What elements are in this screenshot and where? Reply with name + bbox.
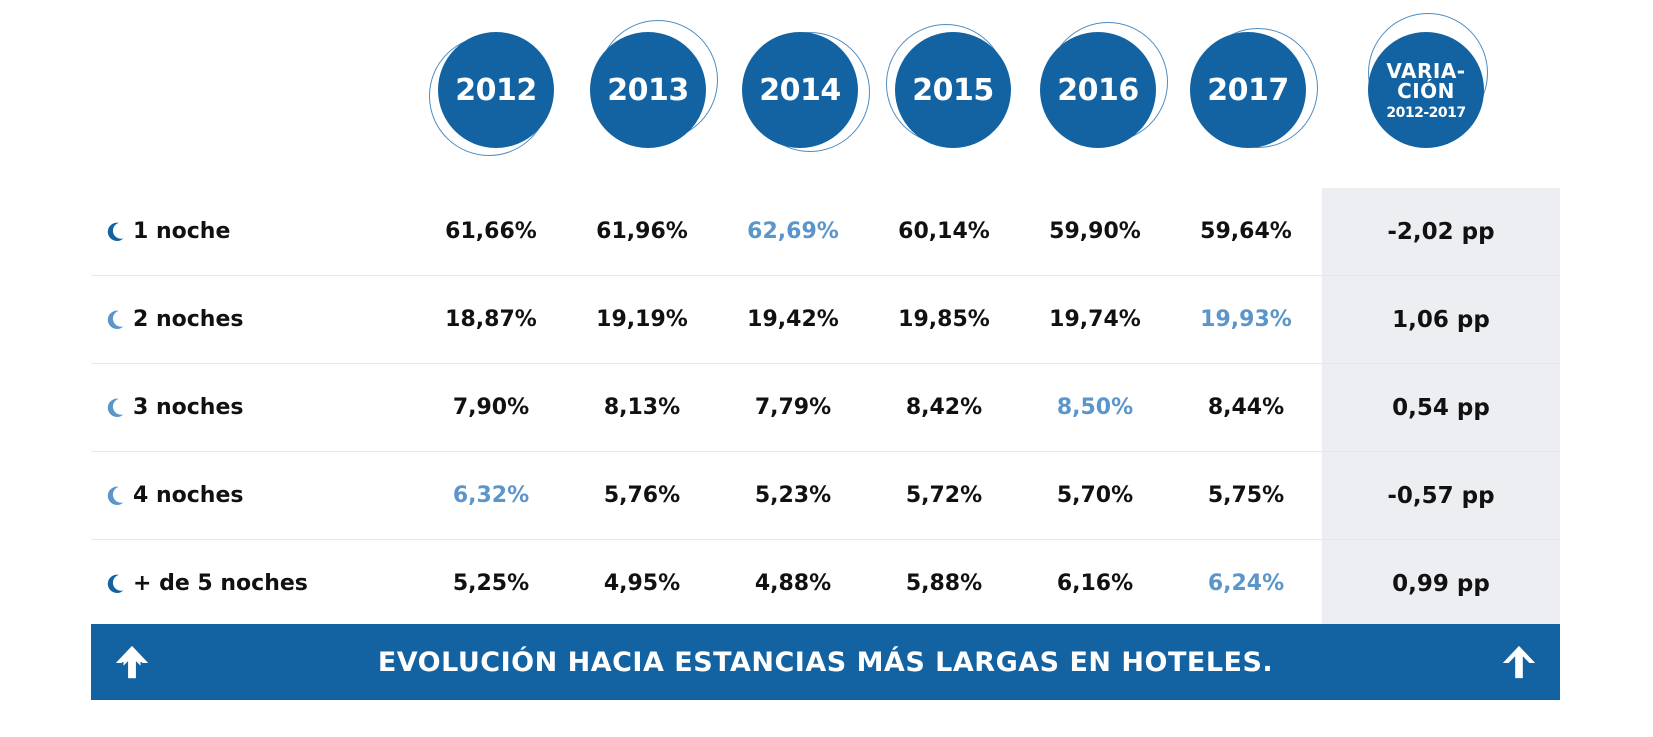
year-header-2016: 2016: [1040, 22, 1168, 148]
moon-icon: [107, 398, 124, 417]
value-cell: 59,90%: [1049, 219, 1141, 244]
variation-column-background: [1322, 188, 1560, 624]
value-cell: 60,14%: [898, 219, 990, 244]
value-cell: 19,74%: [1049, 307, 1141, 332]
table-row: 1 noche 61,66% 61,96% 62,69% 60,14% 59,90% 59,…: [91, 188, 1560, 276]
value-cell: 5,88%: [905, 571, 983, 596]
variation-header-disc: VARIA- CIÓN 2012-2017: [1368, 32, 1484, 148]
footer-banner: EVOLUCIÓN HACIA ESTANCIAS MÁS LARGAS EN …: [91, 624, 1560, 700]
variation-cell: 0,99 pp: [1392, 570, 1490, 597]
table-row: + de 5 noches 5,25% 4,95% 4,88% 5,88% 6,16% 6,…: [91, 540, 1560, 627]
row-label: 2 noches: [105, 276, 243, 363]
value-cell: 4,88%: [754, 571, 832, 596]
moon-icon: [107, 310, 124, 329]
table-row: 3 noches 7,90% 8,13% 7,79% 8,42% 8,50% 8,44% 0,…: [91, 364, 1560, 452]
moon-icon: [107, 486, 124, 505]
arrow-up-icon: [115, 645, 149, 679]
value-cell: 19,85%: [898, 307, 990, 332]
moon-icon: [107, 222, 124, 241]
value-cell: 19,93%: [1200, 307, 1292, 332]
row-label-text: 3 noches: [133, 395, 244, 420]
year-label: 2013: [590, 32, 706, 148]
table-row: 2 noches 18,87% 19,19% 19,42% 19,85% 19,74% 19…: [91, 276, 1560, 364]
value-cell: 19,42%: [747, 307, 839, 332]
year-header-2012: 2012: [429, 32, 554, 156]
row-label: 3 noches: [105, 364, 243, 451]
value-cell: 8,42%: [905, 395, 983, 420]
value-cell: 5,75%: [1207, 483, 1285, 508]
row-label-text: 2 noches: [133, 307, 244, 332]
arrow-up-icon: [1502, 645, 1536, 679]
variation-cell: -0,57 pp: [1387, 482, 1495, 509]
value-cell: 8,13%: [603, 395, 681, 420]
table-row: 4 noches 6,32% 5,76% 5,23% 5,72% 5,70% 5,75% -0…: [91, 452, 1560, 540]
year-label: 2015: [895, 32, 1011, 148]
row-label-text: + de 5 noches: [133, 571, 308, 596]
value-cell: 5,23%: [754, 483, 832, 508]
row-label: 4 noches: [105, 452, 243, 539]
value-cell: 7,79%: [754, 395, 832, 420]
row-label-text: 4 noches: [133, 483, 244, 508]
value-cell: 6,16%: [1056, 571, 1134, 596]
moon-icon: [107, 574, 124, 593]
variation-header: VARIA- CIÓN 2012-2017: [1368, 13, 1488, 148]
value-cell: 5,76%: [603, 483, 681, 508]
value-cell: 5,72%: [905, 483, 983, 508]
variation-header-line2: CIÓN: [1397, 78, 1455, 103]
year-label: 2014: [742, 32, 858, 148]
value-cell: 18,87%: [445, 307, 537, 332]
year-label: 2017: [1190, 32, 1306, 148]
variation-header-line3: 2012-2017: [1386, 104, 1466, 121]
year-header-2015: 2015: [886, 24, 1011, 148]
value-cell: 8,44%: [1207, 395, 1285, 420]
variation-header-line1: VARIA-: [1386, 58, 1466, 83]
year-label: 2016: [1040, 32, 1156, 148]
row-label: + de 5 noches: [105, 540, 308, 627]
year-header-2013: 2013: [590, 20, 718, 148]
year-header-2014: 2014: [742, 32, 870, 152]
value-cell: 7,90%: [452, 395, 530, 420]
row-label: 1 noche: [105, 188, 230, 275]
value-cell: 5,25%: [452, 571, 530, 596]
value-cell: 5,70%: [1056, 483, 1134, 508]
variation-cell: 1,06 pp: [1392, 306, 1490, 333]
year-header-2017: 2017: [1190, 28, 1318, 148]
banner-text: EVOLUCIÓN HACIA ESTANCIAS MÁS LARGAS EN …: [377, 646, 1274, 678]
value-cell: 59,64%: [1200, 219, 1292, 244]
value-cell: 19,19%: [596, 307, 688, 332]
value-cell: 4,95%: [603, 571, 681, 596]
row-label-text: 1 noche: [133, 219, 231, 244]
data-table: 1 noche 61,66% 61,96% 62,69% 60,14% 59,90% 59,…: [91, 188, 1560, 627]
value-cell: 61,96%: [596, 219, 688, 244]
value-cell: 62,69%: [747, 219, 839, 244]
value-cell: 6,32%: [452, 483, 530, 508]
value-cell: 61,66%: [445, 219, 537, 244]
value-cell: 6,24%: [1207, 571, 1285, 596]
variation-cell: 0,54 pp: [1392, 394, 1490, 421]
year-label: 2012: [438, 32, 554, 148]
variation-cell: -2,02 pp: [1387, 218, 1495, 245]
value-cell: 8,50%: [1056, 395, 1134, 420]
